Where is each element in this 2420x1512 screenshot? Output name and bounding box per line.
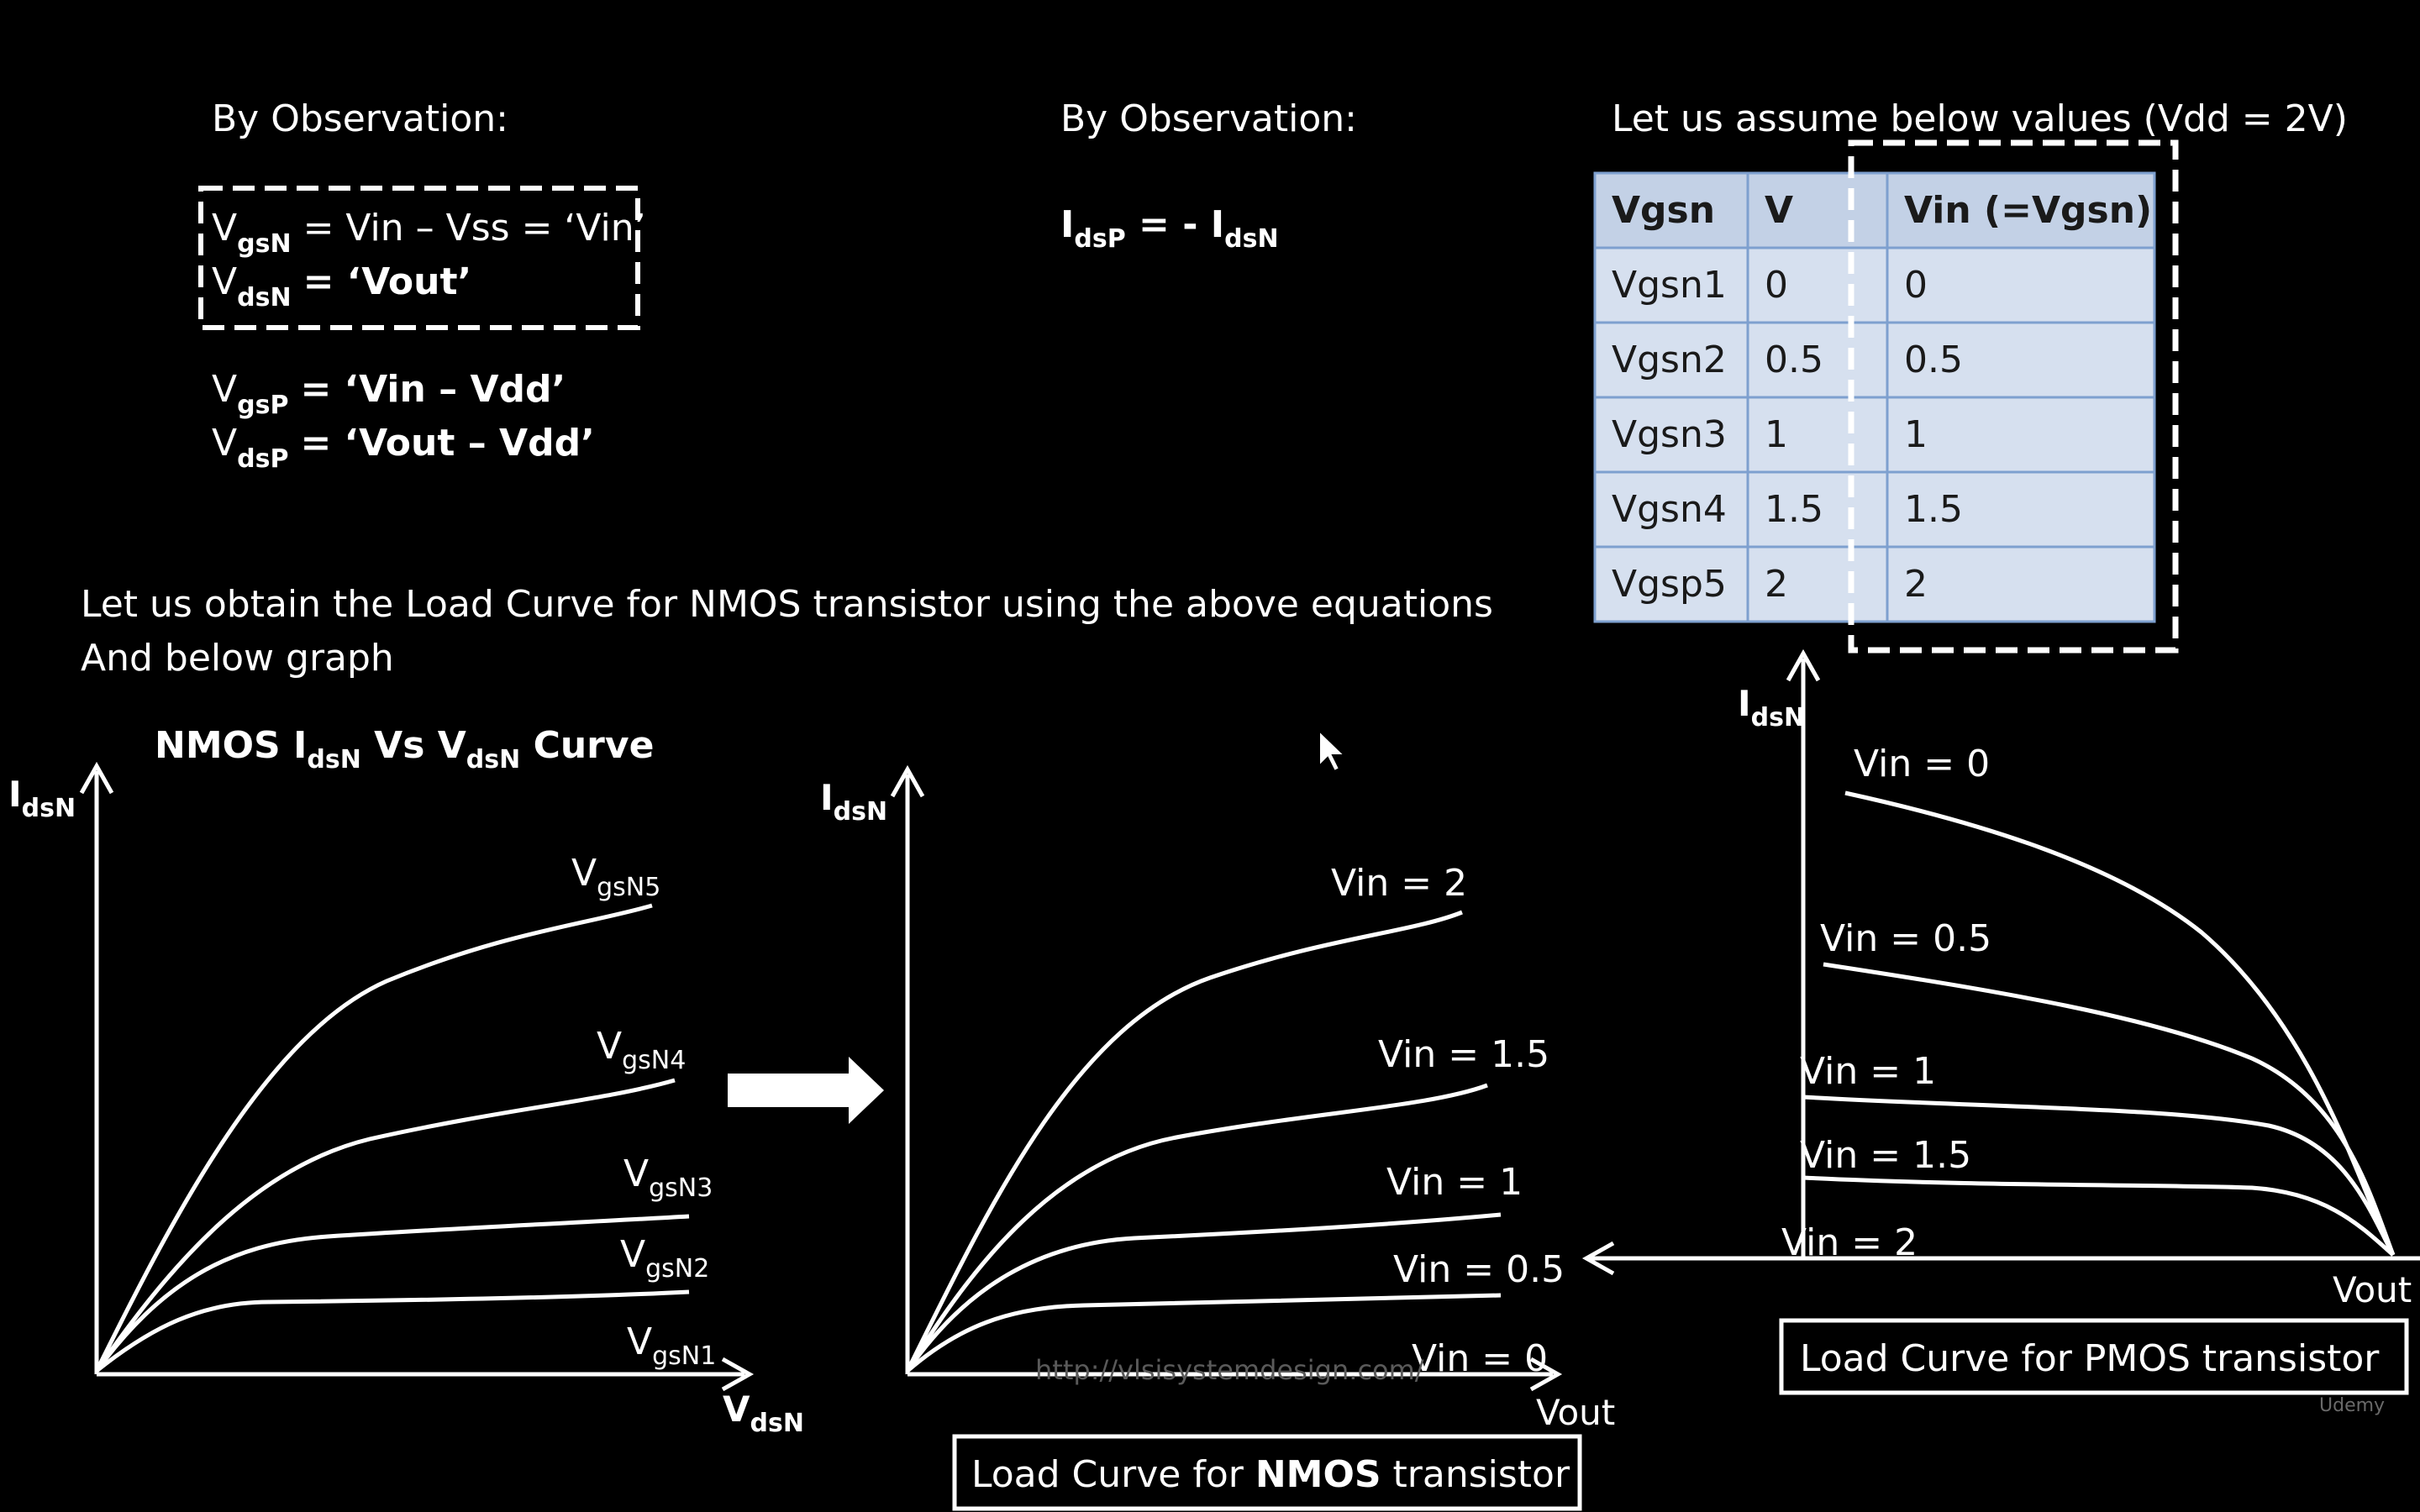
table-cell-text: 0 (1765, 264, 1788, 307)
graph2-curve-vin-0-5 (906, 1293, 1502, 1373)
graph2-label-vin-1: Vin = 1 (1386, 1161, 1523, 1204)
transition-arrow (728, 1057, 884, 1124)
table-cell (1886, 470, 2156, 549)
vdsp-equation: VdsP = ‘Vout – Vdd’ (212, 422, 595, 474)
middle-observation-heading: By Observation: (1060, 97, 1357, 140)
graph2-x-label: Vout (1536, 1392, 1615, 1433)
nmos-caption-box (952, 1434, 1582, 1511)
table-cell (1746, 545, 1889, 623)
instruction-line-2: And below graph (81, 637, 394, 680)
table-cell-text: Vgsn4 (1612, 488, 1727, 531)
graph1-label-vgsn2: VgsN2 (620, 1233, 709, 1284)
table-cell-text: Vgsn2 (1612, 339, 1727, 381)
table-cell-text: 2 (1904, 563, 1928, 606)
table-cell (1886, 246, 2156, 324)
graph2-curve-vin-1 (905, 1212, 1502, 1373)
graph3-curve-vin-1 (1802, 1095, 2396, 1257)
nmos-ids-vds-graph: NMOS IdsN Vs VdsN Curve IdsN VdsN VgsN5 … (8, 724, 804, 1438)
table-cell (1593, 321, 1749, 399)
graph3-x-label: Vout (2333, 1269, 2412, 1310)
table-cell-text: 1 (1904, 413, 1928, 456)
graph2-label-vin-1-5: Vin = 1.5 (1378, 1033, 1549, 1076)
values-table: Vgsn V Vin (=Vgsn) Vgsn1 0 0 Vgsn2 0.5 0.5 Vgsn3 1… (1593, 171, 2156, 623)
table-cell (1593, 470, 1749, 549)
table-cell-text: Vgsp5 (1612, 563, 1727, 606)
table-cell-text: 0 (1904, 264, 1928, 307)
table-cell-text: 2 (1765, 563, 1788, 606)
graph1-curve-vgsn4 (94, 1078, 676, 1373)
left-observation-heading: By Observation: (212, 97, 508, 140)
table-header-text: V (1765, 189, 1793, 232)
instruction-line-1: Let us obtain the Load Curve for NMOS tr… (81, 583, 1493, 626)
nmos-load-curve-graph: IdsN Vout Vin = 2 Vin = 1.5 Vin = 1 Vin … (820, 764, 1615, 1511)
graph3-curve-vin-1-5 (1802, 1175, 2395, 1257)
vgsp-equation: VgsP = ‘Vin – Vdd’ (212, 368, 566, 420)
table-cell-text: 1 (1765, 413, 1788, 456)
graph2-y-arrowhead (890, 764, 925, 798)
graph1-label-vgsn3: VgsN3 (623, 1152, 713, 1203)
table-cell-text: 0.5 (1765, 339, 1823, 381)
graph2-x-arrowhead (1529, 1357, 1563, 1392)
pmos-caption-box (1779, 1318, 2409, 1395)
table-header-text: Vin (=Vgsn) (1904, 189, 2152, 232)
table-cell-text: Vgsn1 (1612, 264, 1727, 307)
graph3-label-vin-1-5: Vin = 1.5 (1800, 1134, 1971, 1177)
graph1-y-arrowhead (79, 761, 114, 795)
table-header-cell (1886, 171, 2156, 249)
table-cell-text: Vgsn3 (1612, 413, 1727, 456)
table-heading: Let us assume below values (Vdd = 2V) (1612, 97, 2348, 140)
graph3-label-vin-1: Vin = 1 (1800, 1050, 1936, 1093)
table-cell-text: 1.5 (1765, 488, 1823, 531)
pmos-load-curve-graph: IdsN Vout Vin = 0 Vin = 0.5 Vin = 1 Vin … (1581, 648, 2420, 1395)
graph3-curve-vin-0-5 (1823, 962, 2396, 1256)
udemy-logo: Udemy (2319, 1395, 2385, 1416)
graph3-label-vin-0-5: Vin = 0.5 (1820, 917, 1991, 960)
graph2-curve-vin-1-5 (905, 1083, 1488, 1373)
graph2-label-vin-0: Vin = 0 (1412, 1337, 1548, 1380)
table-header-text: Vgsn (1612, 189, 1715, 232)
graph2-curve-vin-2 (905, 910, 1463, 1373)
graph3-curve-vin-0 (1844, 790, 2396, 1257)
graph3-x-left-arrowhead (1581, 1241, 1615, 1276)
graph3-y-label: IdsN (1738, 683, 1805, 732)
graph3-label-vin-0: Vin = 0 (1854, 743, 1990, 785)
watermark-url: http://vlsisystemdesign.com/ (1035, 1354, 1424, 1386)
table-cell (1593, 396, 1749, 474)
mouse-cursor-icon (1318, 728, 1347, 773)
graph3-label-vin-2: Vin = 2 (1781, 1221, 1918, 1264)
vin-column-dashed-box (1848, 139, 2179, 654)
graph2-y-label: IdsN (820, 777, 887, 827)
middle-observation: By Observation: IdsP = - IdsN (1060, 97, 1357, 254)
vdsn-equation: VdsN = ‘Vout’ (212, 260, 471, 312)
graph1-y-label: IdsN (8, 774, 76, 823)
table-cell-text: 0.5 (1904, 339, 1963, 381)
left-observation: By Observation: VgsN = Vin – Vss = ‘Vin’ … (198, 97, 646, 474)
idsp-equation: IdsP = - IdsN (1060, 203, 1279, 254)
graph1-title: NMOS IdsN Vs VdsN Curve (155, 724, 654, 774)
graph1-x-arrowhead (721, 1357, 755, 1392)
table-cell (1593, 545, 1749, 623)
pmos-caption: Load Curve for PMOS transistor (1800, 1337, 2380, 1380)
instruction-text: Let us obtain the Load Curve for NMOS tr… (81, 583, 1493, 680)
graph1-curve-vgsn5 (94, 903, 653, 1373)
graph1-curve-vgsn3 (94, 1214, 690, 1373)
values-table-section: Let us assume below values (Vdd = 2V) Vg… (1593, 97, 2348, 654)
nmos-caption: Load Curve for NMOS transistor (971, 1453, 1570, 1496)
graph2-label-vin-2: Vin = 2 (1331, 862, 1467, 905)
table-cell (1886, 321, 2156, 399)
table-header-cell (1593, 171, 1749, 249)
table-cell-text: 1.5 (1904, 488, 1963, 531)
graph1-label-vgsn4: VgsN4 (597, 1025, 686, 1075)
table-cell (1746, 396, 1889, 474)
graph1-label-vgsn5: VgsN5 (571, 852, 660, 902)
graph1-curve-vgsn2 (95, 1289, 690, 1373)
graph2-label-vin-0-5: Vin = 0.5 (1393, 1248, 1565, 1291)
graph1-label-vgsn1: VgsN1 (627, 1320, 716, 1371)
graph1-x-label: VdsN (723, 1389, 804, 1438)
table-cell (1886, 545, 2156, 623)
graph3-y-arrowhead (1786, 648, 1821, 682)
vgsn-equation: VgsN = Vin – Vss = ‘Vin’ (212, 207, 646, 259)
